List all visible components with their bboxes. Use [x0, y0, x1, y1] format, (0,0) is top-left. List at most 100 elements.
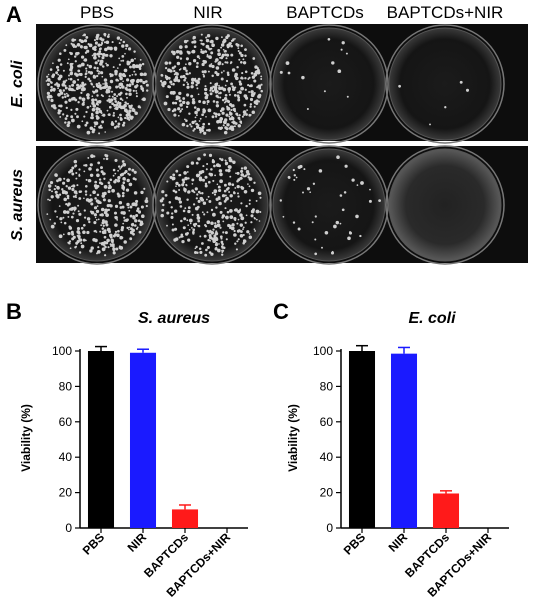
colony-dot	[185, 63, 187, 66]
colony-dot	[78, 64, 82, 68]
colony-dot	[125, 110, 129, 113]
colony-dot	[199, 39, 202, 42]
colony-dot	[171, 212, 174, 215]
colony-dot	[114, 158, 118, 162]
colony-dot	[107, 33, 110, 36]
colony-dot	[57, 87, 59, 90]
colony-dot	[117, 104, 122, 109]
colony-dot	[208, 153, 213, 157]
colony-dot	[104, 33, 107, 36]
colony-dot	[126, 102, 128, 105]
colony-dot	[107, 208, 111, 212]
colony-dot	[97, 43, 101, 47]
colony-dot	[106, 35, 110, 38]
colony-dot	[85, 70, 88, 72]
colony-dot	[208, 64, 212, 68]
colony-dot	[244, 54, 247, 58]
colony-dot	[197, 157, 200, 161]
y-tick-label: 80	[59, 379, 73, 393]
colony-dot	[243, 103, 247, 107]
colony-dot	[119, 82, 123, 86]
colony-dot	[200, 39, 203, 42]
colony-dot	[138, 230, 142, 234]
colony-dot	[131, 73, 134, 76]
colony-dot	[105, 223, 109, 227]
colony-dot	[257, 84, 262, 89]
colony-dot	[75, 177, 78, 180]
colony-dot	[72, 206, 77, 211]
colony-dot	[227, 182, 232, 186]
colony-dot	[89, 249, 93, 253]
colony-dot	[104, 208, 109, 213]
colony-dot	[197, 219, 201, 223]
colony-dot	[259, 211, 262, 213]
chart-c-ylabel: Viability (%)	[286, 404, 300, 472]
colony-dot	[90, 154, 94, 158]
colony-dot	[59, 52, 62, 55]
y-tick-label: 0	[65, 521, 72, 535]
colony-dot	[188, 228, 191, 231]
colony-dot	[223, 183, 227, 187]
colony-dot	[121, 184, 125, 188]
colony-dot	[56, 185, 60, 190]
colony-dot	[216, 183, 219, 186]
colony-dot	[203, 101, 206, 104]
petri-dish-rim	[152, 145, 272, 265]
colony-dot	[173, 113, 177, 117]
colony-dot	[340, 48, 343, 51]
colony-dot	[243, 166, 248, 170]
colony-dot	[76, 234, 79, 237]
colony-dot	[96, 94, 99, 97]
colony-dot	[248, 185, 251, 188]
colony-dot	[75, 73, 79, 77]
colony-dot	[173, 65, 177, 68]
colony-dot	[225, 113, 229, 117]
colony-dot	[133, 191, 138, 195]
colony-dot	[236, 184, 240, 189]
colony-dot	[248, 202, 251, 205]
colony-dot	[205, 248, 208, 252]
colony-dot	[230, 61, 233, 64]
colony-dot	[134, 224, 137, 227]
colony-dot	[71, 172, 75, 176]
colony-dot	[81, 102, 85, 106]
colony-dot	[206, 99, 210, 104]
colony-dot	[69, 65, 74, 69]
colony-dot	[85, 178, 88, 181]
colony-dot	[126, 78, 130, 82]
colony-dot	[238, 229, 241, 232]
colony-dot	[98, 55, 101, 58]
colony-dot	[66, 62, 69, 65]
colony-dot	[61, 191, 65, 195]
colony-dot	[218, 92, 220, 95]
colony-dot	[129, 65, 132, 69]
colony-dot	[71, 71, 73, 74]
colony-dot	[221, 216, 224, 219]
x-tick-label: PBS	[80, 530, 107, 557]
colony-dot	[95, 219, 98, 221]
colony-dot	[71, 237, 75, 241]
petri-dish-group	[37, 24, 505, 265]
colony-dot	[215, 100, 219, 104]
x-tick-label: NIR	[125, 530, 150, 555]
petri-dish-rim	[269, 145, 389, 265]
colony-dot	[118, 63, 121, 66]
colony-dot	[141, 89, 145, 92]
colony-dot	[81, 120, 84, 123]
colony-dot	[65, 202, 68, 206]
colony-dot	[134, 178, 137, 181]
colony-dot	[58, 104, 61, 108]
colony-dot	[292, 221, 296, 224]
colony-dot	[175, 181, 179, 186]
petri-dish	[388, 148, 502, 262]
colony-dot	[98, 70, 101, 73]
colony-dot	[187, 190, 191, 194]
colony-dot	[195, 161, 199, 165]
colony-dot	[224, 93, 228, 97]
colony-dot	[126, 178, 130, 183]
colony-dot	[80, 226, 84, 230]
colony-dot	[171, 66, 175, 70]
colony-dot	[115, 247, 119, 251]
colony-dot	[100, 44, 103, 46]
